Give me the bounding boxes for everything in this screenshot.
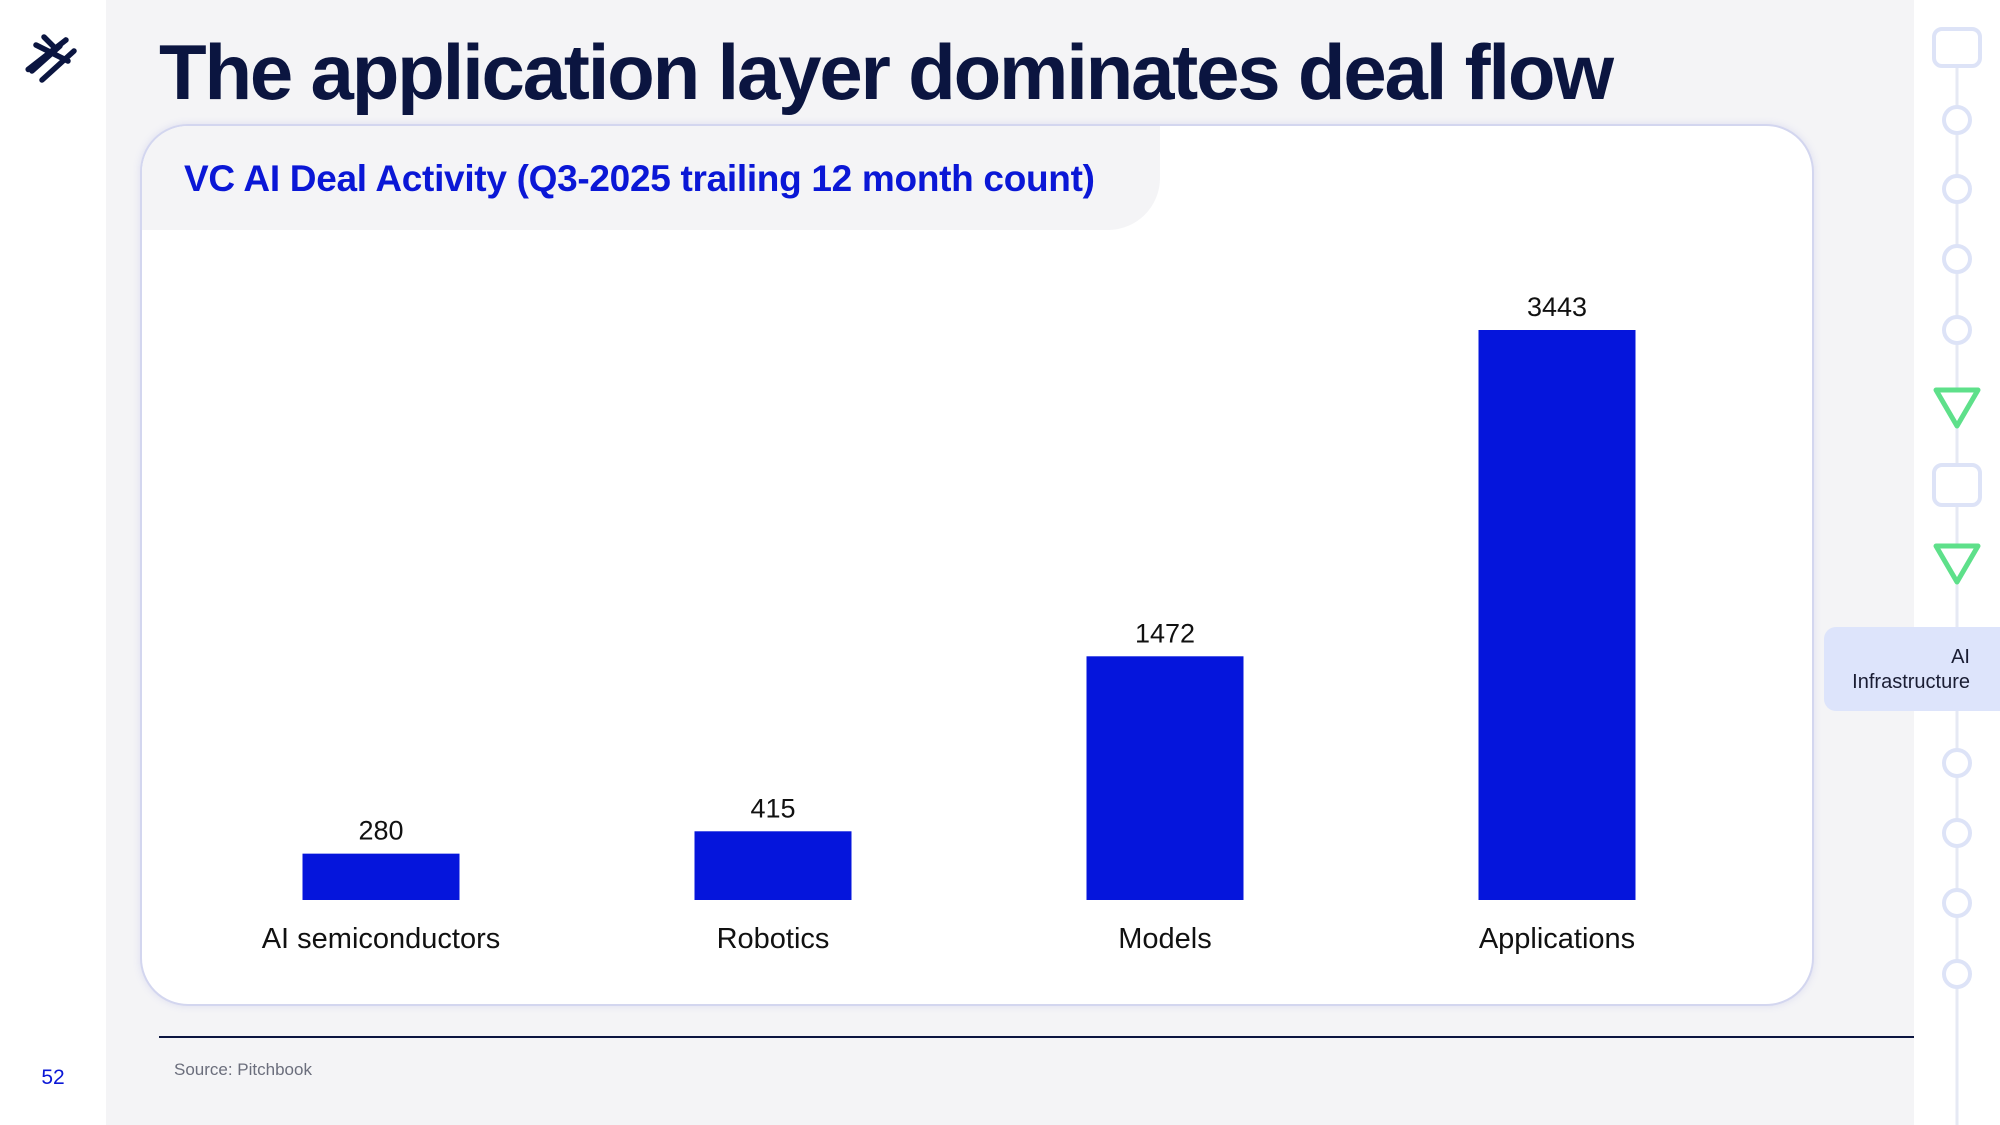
category-label: Applications [1479,923,1635,955]
data-label: 3443 [1527,292,1587,322]
data-label: 1472 [1135,618,1195,648]
current-section-callout[interactable]: AI Infrastructure [1824,627,2000,711]
left-rail: 52 [0,0,106,1125]
current-section-label: AI Infrastructure [1852,646,1970,693]
nav-node[interactable] [1942,888,1972,918]
nav-node[interactable] [1942,174,1972,204]
nav-node[interactable] [1942,818,1972,848]
nav-marker-triangle-icon[interactable] [1933,543,1981,585]
slide-body: The application layer dominates deal flo… [106,0,1914,1125]
page-number: 52 [41,1066,65,1089]
bar-robotics [694,831,852,900]
nav-node[interactable] [1942,748,1972,778]
bar-applications [1478,330,1636,900]
category-label: Robotics [717,923,830,955]
nav-node[interactable] [1942,244,1972,274]
category-label: AI semiconductors [262,923,501,955]
nav-node-square[interactable] [1932,27,1982,68]
source-note: Source: Pitchbook [174,1060,312,1079]
nav-marker-triangle-icon[interactable] [1933,387,1981,429]
chart-title: VC AI Deal Activity (Q3-2025 trailing 12… [184,158,1095,199]
nav-node[interactable] [1942,959,1972,989]
section-timeline [1932,27,1982,1125]
nav-node[interactable] [1942,315,1972,345]
bar-models [1086,656,1244,900]
slide-title: The application layer dominates deal flo… [159,28,1614,116]
category-label: Models [1118,923,1212,955]
footer-divider [159,1036,1914,1038]
data-label: 280 [358,816,403,846]
bar-ai-semiconductors [302,853,460,900]
bar-chart: 280 AI semiconductors 415 Robotics 1472 Model… [262,292,1636,955]
nav-node-square[interactable] [1932,463,1982,507]
nav-node[interactable] [1942,105,1972,135]
data-label: 415 [750,793,795,823]
brand-logo-icon [25,34,77,83]
chart-card: VC AI Deal Activity (Q3-2025 trailing 12… [140,124,1814,1006]
chart-title-tab [142,126,1160,230]
section-navigator [1914,0,2000,1125]
